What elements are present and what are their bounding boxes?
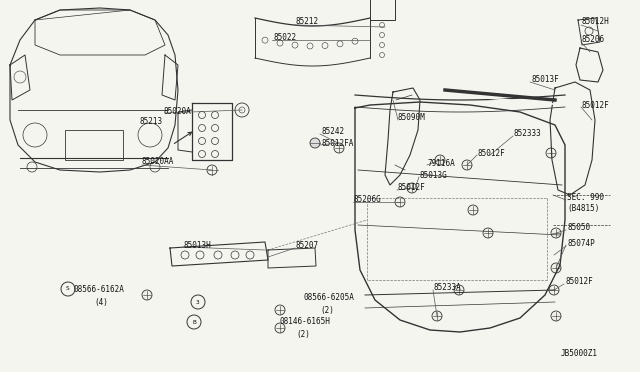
Text: 85020A: 85020A (163, 108, 191, 116)
Circle shape (432, 311, 442, 321)
Text: 85206: 85206 (582, 35, 605, 45)
Circle shape (310, 138, 320, 148)
Text: 85022: 85022 (273, 33, 296, 42)
Text: 85090M: 85090M (398, 113, 426, 122)
Text: 85012F: 85012F (398, 183, 426, 192)
Text: 3: 3 (196, 299, 200, 305)
Text: 85206G: 85206G (354, 196, 381, 205)
Text: 85050: 85050 (567, 224, 590, 232)
Text: 85012FA: 85012FA (321, 138, 353, 148)
Text: 85012H: 85012H (582, 17, 610, 26)
Circle shape (551, 311, 561, 321)
Circle shape (395, 197, 405, 207)
Circle shape (546, 148, 556, 158)
Circle shape (275, 323, 285, 333)
Circle shape (551, 228, 561, 238)
Text: 85013H: 85013H (183, 241, 211, 250)
Text: 79116A: 79116A (428, 158, 456, 167)
Circle shape (483, 228, 493, 238)
Text: 85242: 85242 (321, 128, 344, 137)
Text: JB5000Z1: JB5000Z1 (561, 350, 598, 359)
Text: B: B (192, 320, 196, 324)
Text: (2): (2) (296, 330, 310, 339)
Text: 85207: 85207 (296, 241, 319, 250)
Text: (B4815): (B4815) (567, 205, 600, 214)
Circle shape (142, 290, 152, 300)
Circle shape (407, 183, 417, 193)
Text: S: S (66, 286, 70, 292)
Text: SEC. 990: SEC. 990 (567, 193, 604, 202)
Circle shape (551, 263, 561, 273)
Text: (2): (2) (320, 305, 334, 314)
Text: 85013G: 85013G (420, 170, 448, 180)
Text: 85012F: 85012F (478, 148, 506, 157)
Circle shape (468, 205, 478, 215)
Circle shape (462, 160, 472, 170)
Text: 85074P: 85074P (567, 240, 595, 248)
Text: 08566-6205A: 08566-6205A (304, 294, 355, 302)
Text: 08566-6162A: 08566-6162A (74, 285, 125, 295)
Circle shape (275, 305, 285, 315)
Circle shape (435, 155, 445, 165)
Bar (65, 130, 123, 160)
Text: 85213: 85213 (140, 116, 163, 125)
Text: 85013F: 85013F (531, 76, 559, 84)
Text: 08146-6165H: 08146-6165H (280, 317, 331, 327)
Circle shape (549, 285, 559, 295)
Text: 85212: 85212 (296, 17, 319, 26)
Text: 85012F: 85012F (582, 100, 610, 109)
Text: 85012F: 85012F (565, 278, 593, 286)
Circle shape (334, 143, 344, 153)
Text: (4): (4) (94, 298, 108, 307)
Text: 85020AA: 85020AA (142, 157, 174, 167)
Text: 852333: 852333 (514, 129, 541, 138)
Bar (370, 0, 395, 20)
Text: 85233A: 85233A (434, 283, 461, 292)
Circle shape (454, 285, 464, 295)
